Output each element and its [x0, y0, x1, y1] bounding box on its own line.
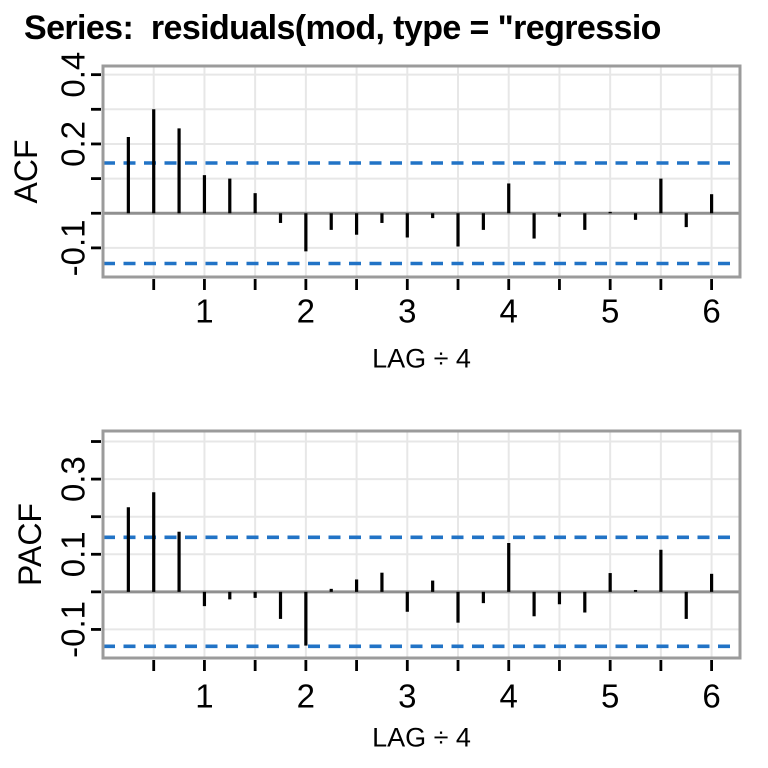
plot-box	[101, 64, 742, 279]
figure-title: Series: residuals(mod, type = "regressio	[24, 9, 661, 47]
x-tick-label: 4	[500, 678, 518, 715]
x-tick-label: 1	[195, 293, 213, 330]
x-axis-title: LAG ÷ 4	[372, 722, 471, 752]
y-axis-title: ACF	[8, 140, 44, 204]
y-axis-title: PACF	[12, 503, 48, 586]
x-tick-label: 2	[297, 293, 315, 330]
acf-panel: 0.4 0.2 -0.1 1 2 3 4 5 6 ACF LAG ÷ 4	[8, 52, 742, 373]
pacf-panel: 0.3 0.1 -0.1 1 2 3 4 5 6 PACF LAG ÷ 4	[12, 429, 742, 752]
y-tick-label: -0.1	[55, 601, 92, 658]
y-tick-label: -0.1	[55, 219, 92, 276]
x-tick-label: 1	[195, 678, 213, 715]
x-tick-label: 4	[500, 293, 518, 330]
plot-box	[101, 429, 742, 660]
y-tick-label: 0.4	[55, 52, 92, 98]
x-axis-title: LAG ÷ 4	[372, 343, 471, 373]
x-tick-label: 6	[702, 678, 720, 715]
x-tick-label: 6	[702, 293, 720, 330]
x-tick-label: 2	[297, 678, 315, 715]
x-tick-label: 3	[398, 678, 416, 715]
y-tick-label: 0.1	[55, 531, 92, 577]
y-tick-label: 0.2	[55, 121, 92, 167]
x-tick-label: 3	[398, 293, 416, 330]
x-tick-label: 5	[601, 678, 619, 715]
x-tick-label: 5	[601, 293, 619, 330]
y-tick-label: 0.3	[55, 456, 92, 502]
